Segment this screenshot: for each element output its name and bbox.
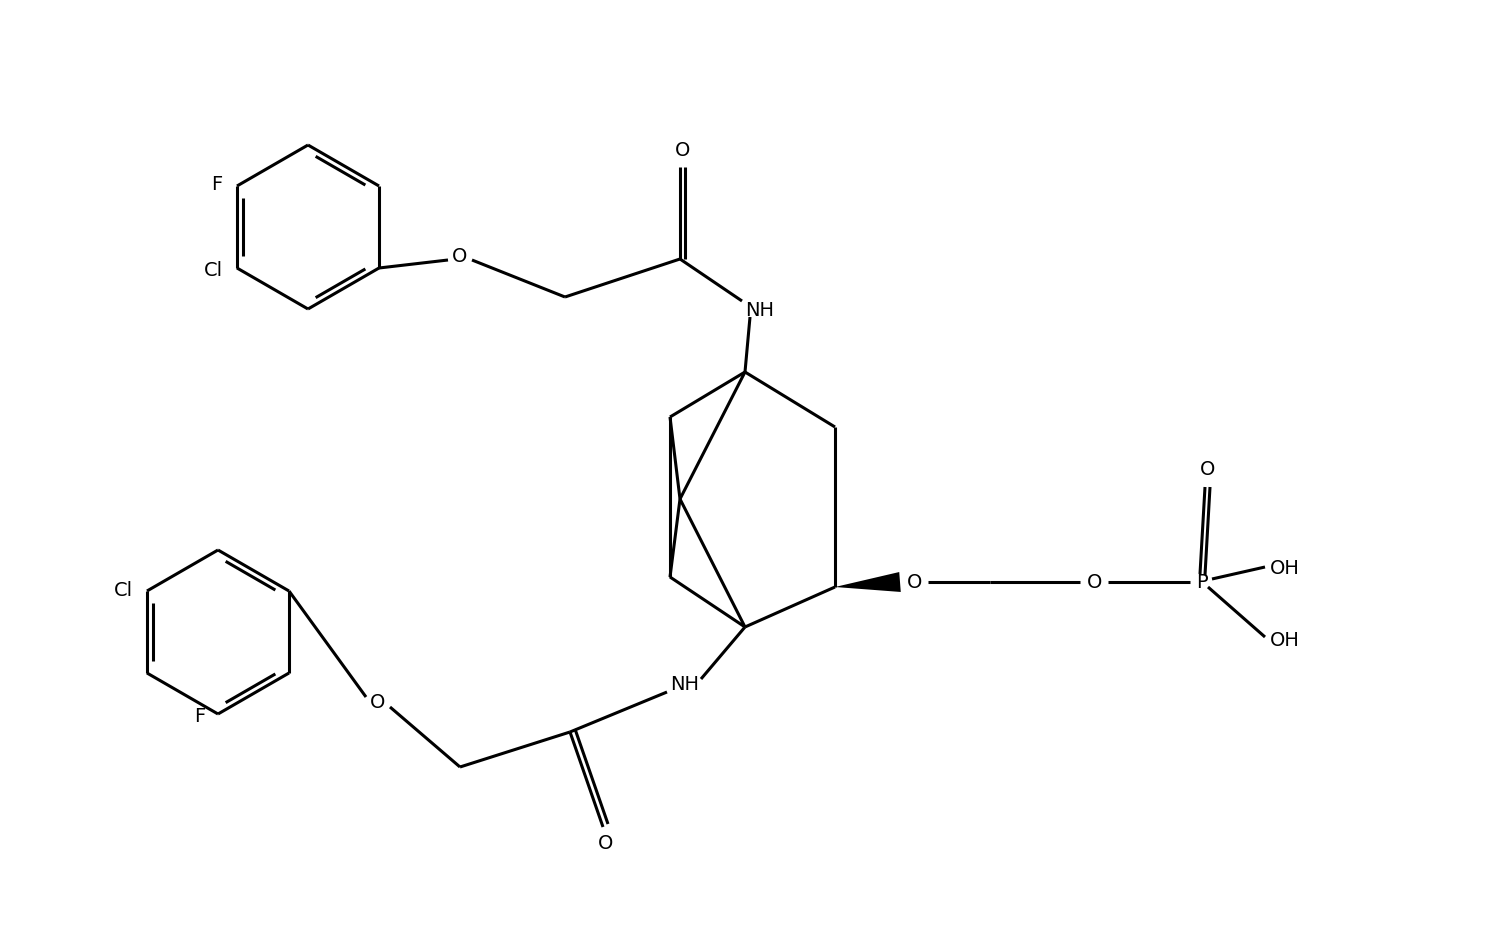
Text: Cl: Cl	[203, 261, 223, 280]
Text: NH: NH	[745, 300, 775, 319]
Text: OH: OH	[1270, 630, 1300, 650]
Text: NH: NH	[671, 675, 700, 693]
Text: Cl: Cl	[113, 580, 132, 599]
Text: O: O	[1087, 573, 1103, 591]
Text: P: P	[1196, 573, 1209, 591]
Text: O: O	[1201, 460, 1216, 479]
Text: F: F	[194, 706, 206, 726]
Text: O: O	[370, 692, 385, 712]
Text: O: O	[453, 247, 468, 265]
Polygon shape	[835, 572, 901, 592]
Text: O: O	[599, 833, 614, 853]
Text: F: F	[211, 175, 223, 195]
Text: OH: OH	[1270, 558, 1300, 577]
Text: O: O	[676, 140, 691, 159]
Text: O: O	[908, 573, 923, 591]
